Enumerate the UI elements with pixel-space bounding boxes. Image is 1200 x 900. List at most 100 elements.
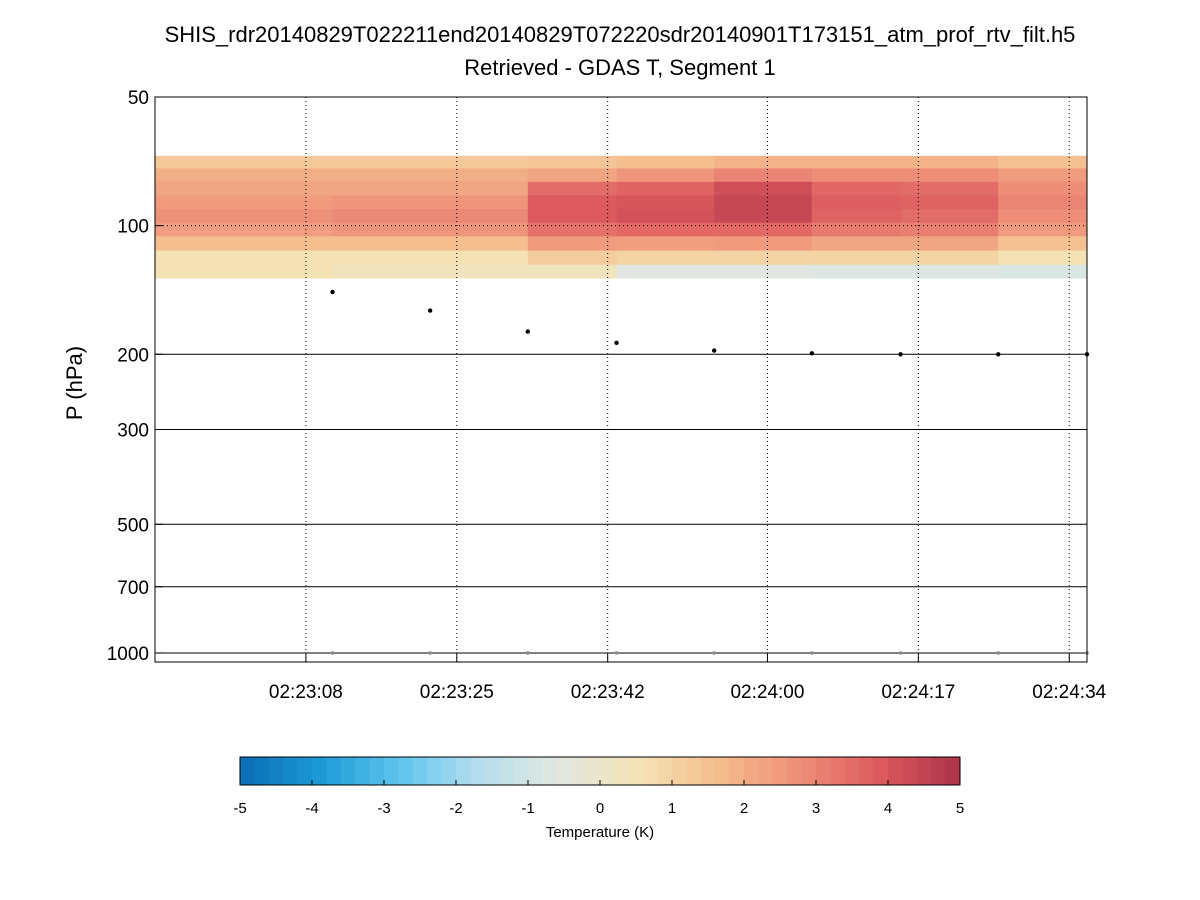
heatmap-cell xyxy=(616,250,715,266)
heatmap-cell xyxy=(616,181,715,196)
colorbar-swatch xyxy=(297,757,313,785)
colorbar-swatch xyxy=(340,757,356,785)
colorbar-swatch xyxy=(700,757,716,785)
heatmap-cell xyxy=(900,195,999,210)
y-axis-label: P (hPa) xyxy=(62,346,87,420)
heatmap-cell xyxy=(155,209,333,224)
colorbar-swatch xyxy=(254,757,270,785)
colorbar-tick-label: -5 xyxy=(233,800,246,817)
colorbar-swatch xyxy=(787,757,803,785)
heatmap-cell xyxy=(155,181,333,196)
heatmap-cell xyxy=(155,264,333,279)
heatmap-cell xyxy=(527,264,617,279)
tropopause-marker xyxy=(996,352,1001,357)
heatmap-cell xyxy=(616,209,715,224)
tropopause-marker xyxy=(427,308,433,313)
colorbar-swatch xyxy=(816,757,831,785)
heatmap-cell xyxy=(332,222,529,237)
heatmap-cell xyxy=(998,209,1088,224)
y-tick-label: 700 xyxy=(117,578,149,599)
surface-marker xyxy=(526,651,530,655)
surface-marker xyxy=(898,651,903,655)
heatmap-cell xyxy=(811,222,901,237)
colorbar-swatch xyxy=(931,757,947,785)
profile-markers xyxy=(330,289,1090,655)
colorbar-swatch xyxy=(844,757,860,785)
plot-frame xyxy=(154,96,1088,663)
grid-lines xyxy=(155,97,1087,662)
heatmap-cell xyxy=(811,168,901,183)
heatmap-cell xyxy=(155,155,333,169)
colorbar-swatch xyxy=(542,757,558,785)
colorbar-swatch xyxy=(556,757,572,785)
heatmap-cell xyxy=(900,209,999,224)
colorbar-swatch xyxy=(600,757,615,785)
heatmap-cell xyxy=(155,168,333,183)
tropopause-marker xyxy=(712,348,717,353)
colorbar-swatch xyxy=(369,757,385,785)
surface-marker xyxy=(330,651,335,655)
heatmap-cell xyxy=(714,250,813,266)
surface-marker xyxy=(810,651,814,655)
y-tick-label: 500 xyxy=(117,515,149,536)
heatmap-cell xyxy=(900,155,999,169)
colorbar-swatch xyxy=(456,757,471,785)
surface-marker xyxy=(996,651,1001,655)
heatmap-cell xyxy=(616,195,715,210)
heatmap-cell xyxy=(332,236,529,251)
heatmap-cell xyxy=(527,236,617,251)
colorbar-swatch xyxy=(888,757,903,785)
heatmap-cell xyxy=(998,181,1088,196)
heatmap-cell xyxy=(900,264,999,279)
heatmap-cell xyxy=(811,155,901,169)
heatmap-cell xyxy=(998,195,1088,210)
colorbar-swatch xyxy=(916,757,932,785)
surface-marker xyxy=(614,651,619,655)
heatmap-cell xyxy=(332,168,529,183)
heatmap-cell xyxy=(811,264,901,279)
heatmap-cell xyxy=(900,250,999,266)
colorbar-tick-label: 1 xyxy=(668,800,676,817)
colorbar-tick-label: -4 xyxy=(305,800,318,817)
x-tick-label: 02:24:34 xyxy=(1032,682,1106,703)
colorbar-swatch xyxy=(945,757,961,785)
colorbar-swatch xyxy=(643,757,659,785)
colorbar-tick-label: 3 xyxy=(812,800,820,817)
tropopause-marker xyxy=(614,340,619,345)
heatmap-cell xyxy=(811,195,901,210)
tropopause-marker xyxy=(330,289,335,295)
heatmap-cell xyxy=(616,236,715,251)
colorbar-swatch xyxy=(355,757,371,785)
heatmap-cell xyxy=(998,222,1088,237)
colorbar-swatch xyxy=(326,757,342,785)
heatmap-cell xyxy=(616,168,715,183)
heatmap-cell xyxy=(155,236,333,251)
colorbar-swatch xyxy=(772,757,788,785)
colorbar-swatch xyxy=(830,757,846,785)
x-tick-label: 02:24:17 xyxy=(881,682,955,703)
heatmap-cell xyxy=(332,264,529,279)
colorbar-swatch xyxy=(484,757,500,785)
tropopause-marker xyxy=(525,329,530,334)
heatmap-cell xyxy=(900,168,999,183)
colorbar-tick-label: 4 xyxy=(884,800,892,817)
y-tick-label: 100 xyxy=(117,217,149,238)
heatmap-cell xyxy=(527,155,617,169)
heatmap-cell xyxy=(714,181,813,196)
heatmap-cell xyxy=(714,236,813,251)
y-tick-label: 300 xyxy=(117,421,149,442)
colorbar-swatch xyxy=(902,757,918,785)
x-tick-label: 02:23:25 xyxy=(420,682,494,703)
colorbar-tick-label: -2 xyxy=(449,800,462,817)
heatmap-cell xyxy=(527,181,617,196)
colorbar-swatch xyxy=(729,757,745,785)
colorbar-swatch xyxy=(758,757,774,785)
heatmap-cell xyxy=(332,181,529,196)
colorbar-swatch xyxy=(873,757,889,785)
surface-marker xyxy=(428,651,432,655)
heatmap-cell xyxy=(616,264,715,279)
heatmap-cell xyxy=(527,195,617,210)
colorbar-tick-label: -3 xyxy=(377,800,390,817)
colorbar-tick-label: -1 xyxy=(521,800,534,817)
colorbar-swatch xyxy=(384,757,399,785)
